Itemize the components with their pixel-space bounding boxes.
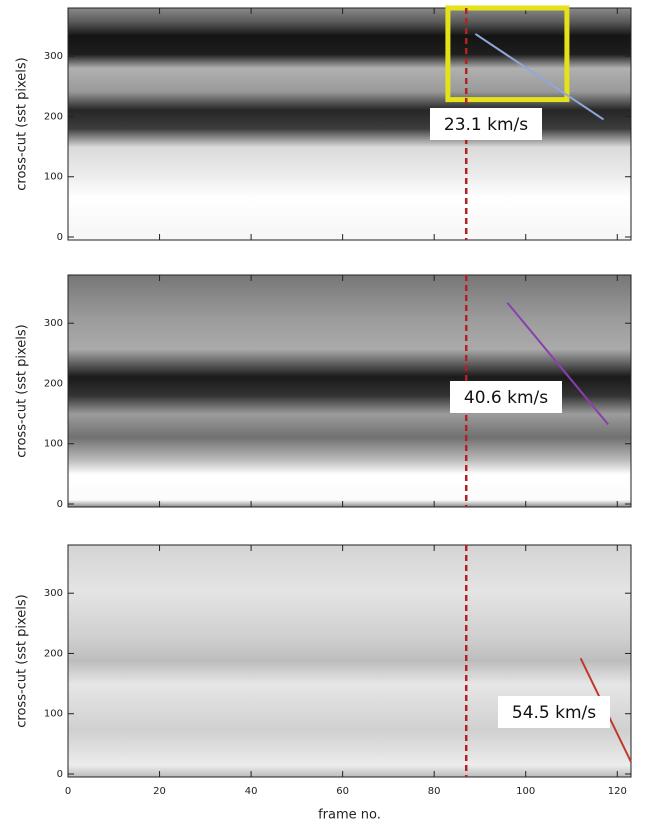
y-tick-label: 300 [44, 51, 63, 62]
y-axis-label: cross-cut (sst pixels) [15, 594, 30, 727]
y-tick-label: 100 [44, 172, 63, 183]
x-tick-label: 60 [336, 786, 349, 797]
y-axis-label: cross-cut (sst pixels) [15, 324, 30, 457]
y-tick-label: 200 [44, 378, 63, 389]
y-tick-label: 100 [44, 709, 63, 720]
x-axis-label: frame no. [318, 808, 381, 823]
y-tick-label: 0 [57, 232, 63, 243]
y-axis-label: cross-cut (sst pixels) [15, 57, 30, 190]
fit-line [506, 302, 609, 426]
plot-frame [67, 7, 632, 241]
y-tick-label: 200 [44, 111, 63, 122]
annotation: 54.5 km/s [512, 703, 596, 723]
fit-line [474, 33, 605, 121]
annotation: 40.6 km/s [464, 388, 548, 408]
annotation-box [498, 696, 610, 728]
y-tick-label: 300 [44, 588, 63, 599]
x-tick-label: 80 [428, 786, 441, 797]
y-tick-label: 0 [57, 499, 63, 510]
y-tick-label: 0 [57, 769, 63, 780]
image-background [68, 8, 631, 240]
y-tick-label: 300 [44, 318, 63, 329]
annotation-box [430, 108, 542, 140]
plot-frame [67, 544, 632, 778]
x-tick-label: 20 [153, 786, 166, 797]
x-tick-label: 0 [65, 786, 71, 797]
y-tick-label: 100 [44, 439, 63, 450]
plot-frame [67, 274, 632, 508]
image-background [68, 545, 631, 777]
highlight-box [445, 5, 570, 103]
x-tick-label: 40 [245, 786, 258, 797]
y-tick-label: 200 [44, 648, 63, 659]
annotation: 23.1 km/s [444, 115, 528, 135]
x-tick-label: 100 [516, 786, 535, 797]
annotation-box [450, 381, 562, 413]
x-tick-label: 120 [608, 786, 627, 797]
